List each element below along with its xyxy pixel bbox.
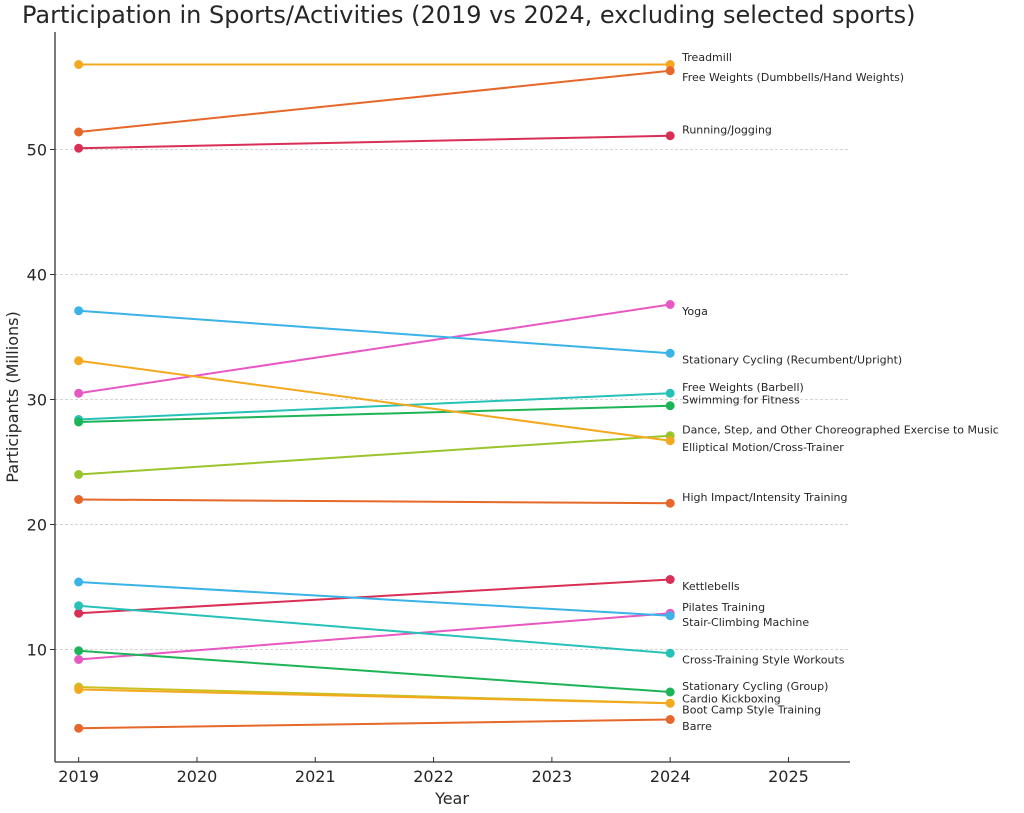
data-point-2019 — [74, 127, 84, 137]
data-point-2019 — [74, 685, 84, 694]
series-label: Treadmill — [681, 51, 732, 64]
series-line — [78, 498, 671, 505]
data-point-2019 — [74, 723, 84, 733]
data-point-2024 — [665, 715, 675, 724]
series-label: Yoga — [681, 305, 708, 318]
series-label: Pilates Training — [682, 601, 765, 614]
series-label: Running/Jogging — [682, 124, 772, 137]
data-point-2024 — [665, 300, 675, 309]
x-tick-label: 2021 — [295, 767, 336, 786]
data-point-2019 — [74, 495, 84, 504]
data-point-2019 — [74, 601, 84, 611]
data-point-2024 — [665, 60, 675, 69]
series-line — [78, 359, 671, 442]
data-point-2019 — [74, 655, 84, 664]
data-point-2024 — [665, 388, 675, 398]
x-tick-label: 2022 — [413, 767, 454, 786]
data-point-2019 — [74, 143, 84, 153]
x-tick-label: 2020 — [177, 767, 218, 786]
series-line — [78, 718, 671, 730]
series-line — [78, 434, 671, 476]
data-point-2019 — [74, 577, 84, 587]
series-line — [78, 578, 671, 615]
data-point-2019 — [74, 388, 84, 398]
series-line — [78, 649, 671, 693]
series-label: Stationary Cycling (Group) — [682, 680, 828, 693]
series-line — [78, 688, 671, 705]
series-label: Elliptical Motion/Cross-Trainer — [682, 441, 844, 454]
series-labels: Treadmill Free Weights (Dumbbells/Hand We… — [681, 51, 999, 733]
series-line — [78, 69, 671, 133]
y-tick-label: 50 — [27, 141, 47, 160]
series-label: Swimming for Fitness — [682, 394, 800, 407]
data-point-2019 — [74, 608, 84, 618]
y-tick-label: 10 — [27, 641, 47, 660]
y-tick-label: 40 — [27, 266, 47, 285]
chart-title: Participation in Sports/Activities (2019… — [22, 1, 916, 29]
data-point-2024 — [665, 436, 675, 446]
series-label: Free Weights (Barbell) — [682, 381, 804, 394]
x-tick-label: 2024 — [650, 767, 691, 786]
data-point-2019 — [74, 356, 84, 366]
data-point-2024 — [665, 575, 675, 584]
x-tick-label: 2019 — [58, 767, 99, 786]
data-point-2019 — [74, 60, 84, 69]
series-label: Barre — [682, 720, 712, 733]
data-point-2024 — [665, 131, 675, 141]
x-ticks: 2019 2020 2021 2022 2023 2024 2025 — [58, 757, 809, 786]
gridlines — [55, 149, 848, 650]
series-line — [78, 392, 671, 421]
axes — [54, 32, 850, 763]
data-point-2024 — [665, 66, 675, 76]
series-points — [74, 60, 675, 733]
series-label: High Impact/Intensity Training — [682, 491, 847, 504]
series-line — [78, 134, 671, 150]
data-point-2019 — [74, 646, 84, 656]
series-line — [78, 303, 671, 395]
series-label: Cardio Kickboxing — [682, 692, 781, 705]
series-line — [78, 404, 671, 423]
y-ticks: 10 20 30 40 50 — [27, 141, 55, 660]
y-tick-label: 20 — [27, 516, 47, 535]
x-tick-label: 2025 — [768, 767, 809, 786]
series-line — [78, 309, 671, 355]
data-point-2024 — [665, 698, 675, 708]
data-point-2024 — [665, 498, 675, 508]
series-lines — [78, 63, 671, 730]
y-axis-label: Participants (Millions) — [3, 311, 22, 482]
y-tick-label: 30 — [27, 391, 47, 410]
x-tick-label: 2023 — [532, 767, 573, 786]
series-label: Dance, Step, and Other Choreographed Exe… — [682, 424, 999, 437]
data-point-2024 — [665, 648, 675, 658]
data-point-2019 — [74, 306, 84, 316]
data-point-2024 — [665, 611, 675, 621]
series-line — [78, 604, 671, 655]
series-label: Cross-Training Style Workouts — [682, 654, 845, 667]
x-axis-label: Year — [434, 789, 469, 808]
series-label: Free Weights (Dumbbells/Hand Weights) — [682, 71, 904, 84]
data-point-2024 — [665, 348, 675, 358]
data-point-2019 — [74, 417, 84, 427]
series-line — [78, 612, 671, 661]
series-label: Kettlebells — [682, 580, 740, 593]
series-label: Stationary Cycling (Recumbent/Upright) — [682, 354, 902, 367]
data-point-2019 — [74, 470, 84, 479]
data-point-2024 — [665, 687, 675, 697]
series-label: Stair-Climbing Machine — [682, 616, 809, 629]
series-label: Boot Camp Style Training — [682, 704, 821, 717]
data-point-2024 — [665, 401, 675, 411]
series-line — [78, 581, 671, 617]
